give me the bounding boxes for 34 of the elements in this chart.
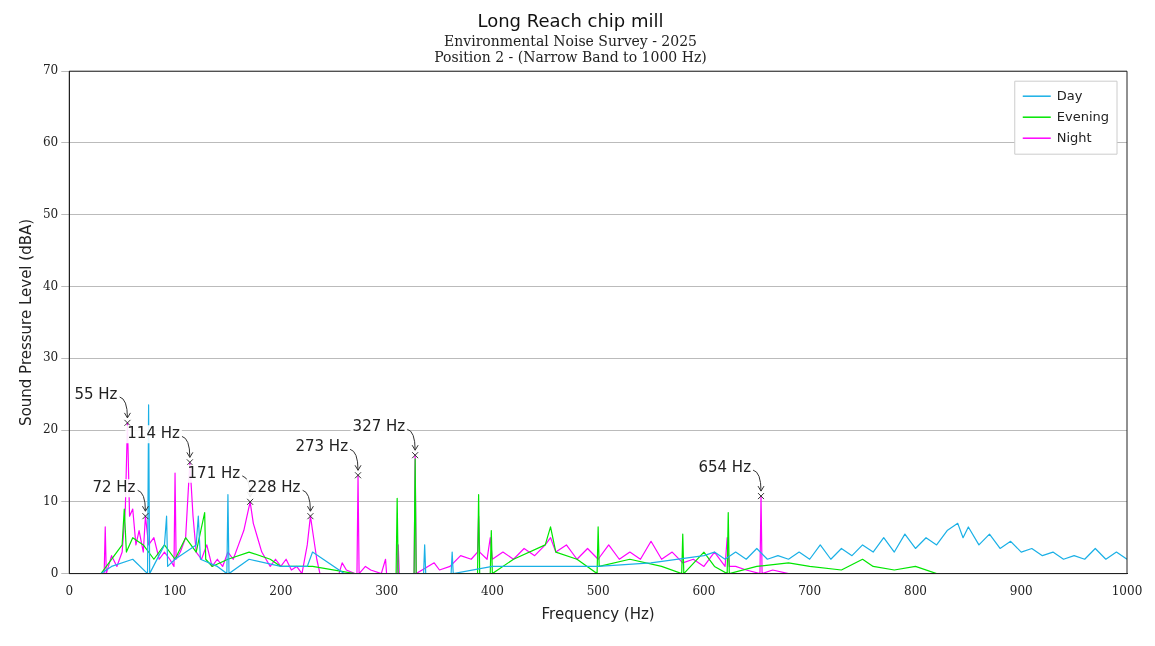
x-tick-label: 600: [692, 583, 716, 598]
x-tick-label: 0: [65, 583, 74, 598]
annotation: 55 Hz: [74, 384, 118, 403]
annotation: 273 Hz: [295, 437, 349, 456]
x-axis-title: Frequency (Hz): [541, 604, 655, 623]
legend-label: Night: [1056, 129, 1092, 145]
x-tick-label: 500: [586, 583, 610, 598]
y-axis-title: Sound Pressure Level (dBA): [16, 218, 35, 426]
x-tick-label: 200: [269, 583, 293, 598]
annotation: 114 Hz: [127, 424, 180, 443]
y-tick-label: 30: [42, 350, 59, 365]
chart-subtitle: Environmental Noise Survey - 2025 Position 2 - (Narrow Band to 1000 Hz): [434, 32, 707, 66]
x-tick-label: 900: [1009, 583, 1033, 598]
y-tick-label: 70: [42, 63, 59, 78]
x-tick-label: 300: [375, 583, 399, 598]
y-tick-label: 0: [50, 565, 59, 580]
annotation: 654 Hz: [698, 457, 752, 476]
annotation: 228 Hz: [247, 478, 301, 497]
legend-label: Evening: [1056, 108, 1109, 124]
x-tick-label: 800: [904, 583, 927, 598]
x-tick-label: 100: [163, 583, 187, 598]
x-tick-label: 700: [798, 583, 822, 598]
y-tick-label: 20: [42, 422, 59, 437]
x-tick-label: 1000: [1111, 583, 1143, 598]
annotation: 327 Hz: [352, 417, 406, 436]
annotation: 171 Hz: [187, 463, 241, 482]
legend-label: Day: [1056, 87, 1083, 103]
x-tick-label: 400: [480, 583, 504, 598]
y-tick-label: 10: [42, 493, 59, 508]
y-tick-label: 50: [42, 206, 59, 221]
y-tick-label: 40: [42, 278, 59, 293]
annotation: 72 Hz: [92, 478, 136, 497]
y-tick-label: 60: [42, 135, 59, 150]
chart-title: Long Reach chip mill: [477, 10, 664, 32]
